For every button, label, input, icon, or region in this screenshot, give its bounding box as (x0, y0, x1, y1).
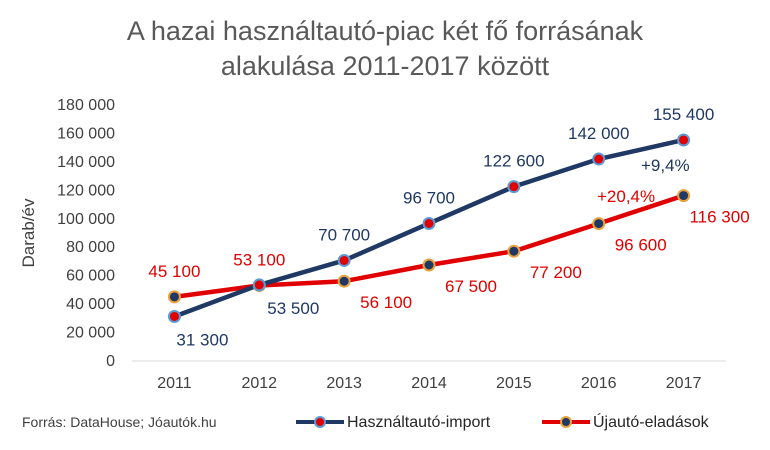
series-line-new (172, 193, 686, 300)
y-axis-label: Darab/év (19, 198, 38, 267)
x-tick-label: 2014 (411, 375, 447, 392)
point-new-2013 (337, 274, 351, 288)
series-markers (167, 133, 691, 323)
y-tick-label: 160 000 (57, 125, 115, 142)
x-tick-label: 2011 (157, 375, 192, 392)
y-tick-label: 100 000 (57, 211, 115, 228)
chart-title-line-2: alakulása 2011-2017 között (221, 51, 550, 81)
data-label-import-2011: 31 300 (176, 330, 228, 349)
legend-label-import: Használtautó-import (347, 414, 491, 431)
x-tick-label: 2016 (581, 375, 617, 392)
data-label-new-2017: 116 300 (689, 208, 749, 227)
annotation-new-growth: +20,4% (597, 187, 655, 206)
y-tick-label: 0 (106, 353, 115, 370)
x-tick-label: 2012 (241, 375, 277, 392)
x-tick-label: 2015 (496, 375, 532, 392)
point-new-2011 (167, 290, 181, 304)
data-label-new-2014: 67 500 (445, 277, 497, 296)
legend-item-new: Újautó-eladások (542, 412, 710, 431)
legend-label-new: Újautó-eladások (593, 412, 710, 431)
y-tick-label: 20 000 (66, 325, 115, 342)
annotation-import-growth: +9,4% (641, 156, 690, 175)
x-axis-ticks: 2011 2012 2013 2014 2015 2016 2017 (157, 375, 701, 392)
data-label-new-2016: 96 600 (615, 236, 667, 255)
data-label-import-2016: 142 000 (568, 124, 629, 143)
data-label-import-2012: 53 500 (267, 299, 319, 318)
legend-item-import: Használtautó-import (296, 414, 491, 431)
y-tick-label: 80 000 (66, 239, 115, 256)
point-new-2015 (507, 244, 521, 258)
legend: Használtautó-import Újautó-eladások (296, 412, 710, 431)
point-new-2016 (592, 217, 606, 231)
x-tick-label: 2013 (326, 375, 362, 392)
point-new-2014 (422, 258, 436, 272)
legend-marker-import (314, 416, 326, 428)
point-import-2012 (252, 278, 266, 292)
data-label-new-2015: 77 200 (530, 263, 582, 282)
data-labels: 31 300 53 500 70 700 96 700 122 600 142 000 15… (148, 105, 749, 349)
data-label-import-2017: 155 400 (653, 105, 714, 124)
data-label-import-2015: 122 600 (483, 152, 544, 171)
y-tick-label: 180 000 (57, 97, 115, 114)
source-note: Forrás: DataHouse; Jóautók.hu (22, 414, 217, 430)
point-import-2011 (167, 309, 181, 323)
y-tick-label: 40 000 (66, 296, 115, 313)
y-axis-ticks: 0 20 000 40 000 60 000 80 000 100 000 120 000 1… (57, 97, 115, 370)
point-import-2015 (507, 180, 521, 194)
data-label-new-2013: 56 100 (360, 293, 412, 312)
data-label-import-2013: 70 700 (318, 225, 370, 244)
x-tick-label: 2017 (666, 375, 702, 392)
y-tick-label: 60 000 (66, 268, 115, 285)
y-tick-label: 140 000 (57, 154, 115, 171)
point-import-2013 (337, 253, 351, 267)
point-import-2014 (422, 216, 436, 230)
data-label-import-2014: 96 700 (403, 188, 455, 207)
data-label-new-2011: 45 100 (148, 262, 200, 281)
legend-marker-new (560, 416, 572, 428)
data-label-new-2012: 53 100 (233, 250, 285, 269)
chart-title-line-1: A hazai használtautó-piac két fő forrásá… (127, 16, 644, 46)
point-import-2016 (592, 152, 606, 166)
point-new-2017 (677, 189, 691, 203)
point-import-2017 (677, 133, 691, 147)
y-tick-label: 120 000 (57, 182, 115, 199)
